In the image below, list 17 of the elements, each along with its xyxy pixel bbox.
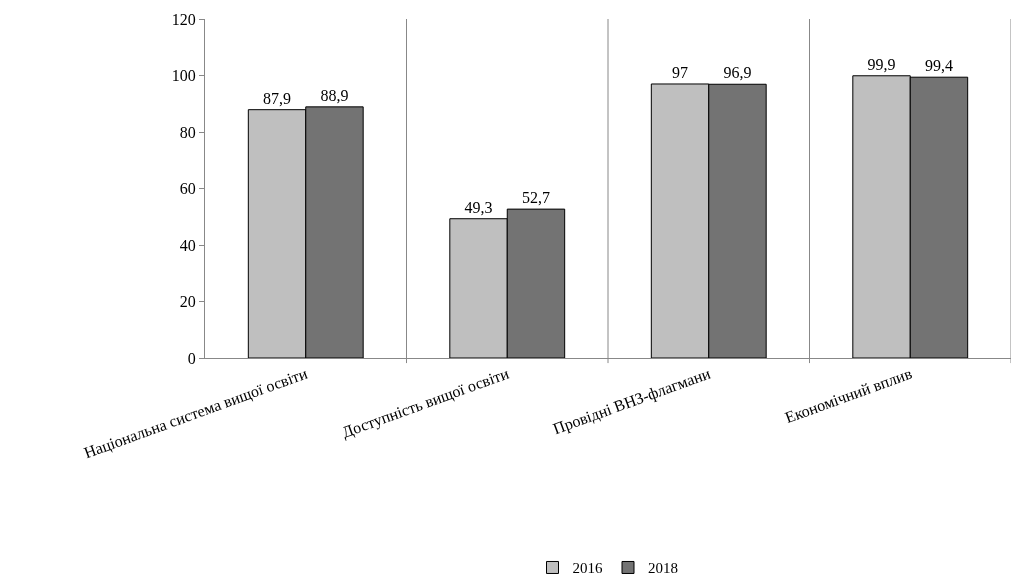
legend-label: 2018 bbox=[648, 560, 678, 577]
data-label: 49,3 bbox=[464, 198, 493, 216]
y-tick-label: 40 bbox=[179, 236, 196, 254]
data-label: 99,4 bbox=[924, 57, 953, 75]
y-tick-label: 120 bbox=[171, 10, 196, 28]
data-label: 52,7 bbox=[521, 189, 550, 207]
y-tick-label: 100 bbox=[171, 67, 196, 85]
legend-label: 2016 bbox=[572, 560, 603, 577]
data-label: 97 bbox=[672, 63, 689, 81]
data-label: 99,9 bbox=[867, 55, 896, 73]
y-tick-label: 0 bbox=[187, 349, 196, 367]
y-tick-label: 80 bbox=[179, 123, 196, 141]
data-label: 88,9 bbox=[320, 86, 349, 104]
y-tick-label: 60 bbox=[179, 180, 196, 198]
data-label: 96,9 bbox=[723, 64, 752, 82]
data-label: 87,9 bbox=[263, 89, 292, 107]
y-tick-label: 20 bbox=[179, 293, 196, 311]
